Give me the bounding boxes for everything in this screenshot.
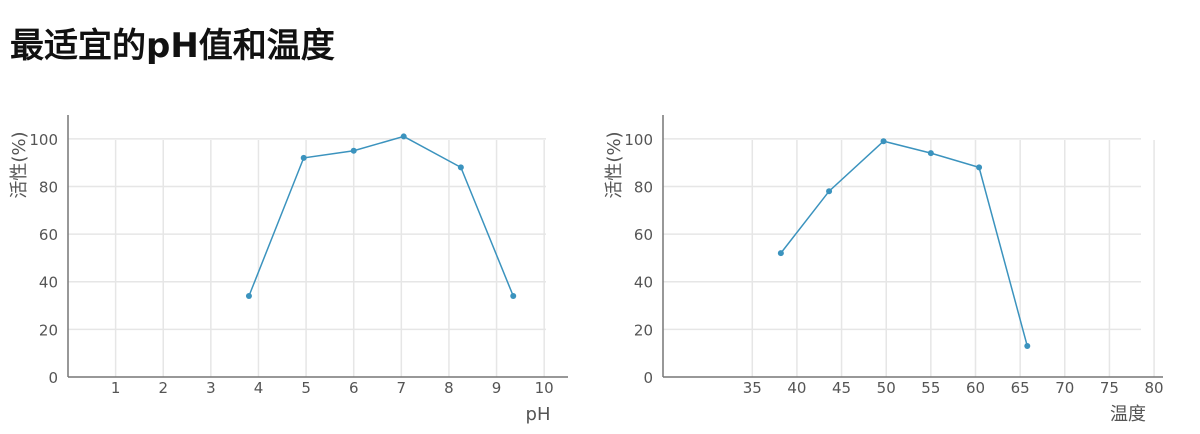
data-point	[1024, 343, 1031, 350]
data-point	[457, 164, 464, 171]
x-tick-label: 8	[444, 379, 454, 397]
x-tick-label: 80	[1145, 379, 1164, 397]
data-point	[245, 293, 252, 300]
y-tick-label: 100	[624, 131, 653, 149]
x-tick-label: 1	[111, 379, 121, 397]
data-point	[976, 164, 983, 171]
y-axis-title: 活性(%)	[604, 131, 625, 198]
x-tick-label: 40	[787, 379, 806, 397]
data-point	[927, 150, 934, 157]
y-tick-label: 40	[634, 274, 653, 292]
x-tick-label: 35	[743, 379, 762, 397]
y-tick-label: 80	[39, 178, 58, 196]
x-tick-label: 2	[158, 379, 168, 397]
x-tick-label: 3	[206, 379, 216, 397]
x-tick-label: 70	[1055, 379, 1074, 397]
y-tick-label: 0	[643, 369, 653, 387]
data-point	[880, 138, 887, 145]
y-tick-label: 60	[39, 226, 58, 244]
data-point	[350, 147, 357, 154]
series-line	[780, 140, 1029, 347]
x-axis-title: 温度	[1110, 404, 1146, 425]
y-tick-label: 80	[634, 178, 653, 196]
data-point	[777, 250, 784, 257]
x-tick-label: 9	[492, 379, 502, 397]
x-tick-label: 65	[1011, 379, 1030, 397]
x-axis-title: pH	[526, 404, 551, 425]
y-tick-label: 20	[634, 321, 653, 339]
data-point	[300, 154, 307, 161]
x-tick-label: 75	[1100, 379, 1119, 397]
y-axis-title: 活性(%)	[9, 131, 30, 198]
y-tick-label: 100	[29, 131, 58, 149]
x-tick-label: 55	[921, 379, 940, 397]
x-tick-label: 50	[877, 379, 896, 397]
y-tick-label: 20	[39, 321, 58, 339]
x-tick-label: 10	[535, 379, 554, 397]
x-tick-label: 5	[301, 379, 311, 397]
data-point	[400, 133, 407, 140]
data-point	[510, 293, 517, 300]
data-point	[826, 188, 833, 195]
x-tick-label: 6	[349, 379, 359, 397]
page-title: 最适宜的pH值和温度	[10, 26, 335, 66]
x-tick-label: 60	[966, 379, 985, 397]
y-tick-label: 0	[48, 369, 58, 387]
x-tick-label: 45	[832, 379, 851, 397]
y-tick-label: 60	[634, 226, 653, 244]
y-tick-label: 40	[39, 274, 58, 292]
series-line	[248, 135, 514, 297]
x-tick-label: 4	[254, 379, 264, 397]
x-tick-label: 7	[397, 379, 407, 397]
